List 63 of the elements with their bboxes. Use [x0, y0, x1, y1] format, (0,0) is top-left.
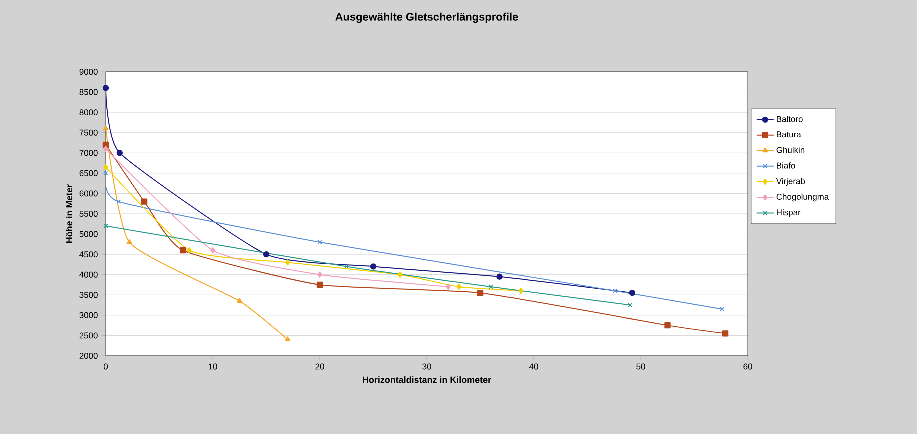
chart-title: Ausgewählte Gletscherlängsprofile — [336, 12, 518, 24]
legend-label: Baltoro — [777, 116, 803, 122]
y-tick-label: 6000 — [80, 190, 98, 197]
point — [370, 264, 377, 270]
point — [210, 247, 216, 254]
x-tick-label: 30 — [422, 364, 432, 370]
point — [141, 198, 148, 205]
point — [237, 298, 243, 304]
y-tick-label: 8000 — [80, 110, 98, 116]
point — [477, 290, 484, 296]
point — [722, 330, 729, 337]
legend-label: Virjerab — [776, 178, 806, 186]
point — [446, 284, 451, 290]
point — [612, 288, 618, 294]
y-tick-label: 7000 — [80, 150, 98, 156]
point — [104, 164, 108, 170]
y-tick-label: 7500 — [80, 130, 98, 136]
point — [263, 251, 270, 258]
point — [398, 272, 403, 278]
point — [518, 288, 524, 294]
point — [456, 284, 462, 290]
point — [496, 274, 503, 280]
x-tick-label: 20 — [316, 364, 324, 370]
y-tick-label: 3500 — [80, 292, 98, 298]
legend-label: Batura — [777, 132, 802, 138]
y-tick-label: 4000 — [80, 272, 98, 278]
y-tick-label: 6500 — [80, 170, 98, 176]
y-tick-label: 5000 — [80, 231, 98, 238]
point — [116, 150, 124, 156]
point — [104, 146, 108, 152]
legend-label: Hispar — [777, 209, 801, 218]
legend-label: Ghulkin — [776, 146, 805, 154]
y-tick-label: 4500 — [80, 252, 98, 258]
y-axis-title: Höhe in Meter — [66, 184, 73, 244]
x-tick-label: 0 — [104, 364, 108, 370]
point — [285, 336, 291, 342]
point — [316, 282, 324, 288]
x-tick-label: 50 — [636, 364, 646, 370]
y-tick-label: 5500 — [80, 210, 98, 217]
point — [102, 85, 110, 92]
point — [126, 239, 132, 244]
point — [180, 247, 186, 254]
x-axis-title: Horizontaldistanz in Kilometer — [363, 376, 492, 384]
point — [629, 290, 636, 296]
y-tick-label: 9000 — [80, 69, 98, 75]
y-tick-label: 3000 — [80, 312, 98, 318]
point — [488, 284, 494, 290]
point — [116, 199, 122, 204]
legend-label: Chogolungma — [776, 194, 830, 202]
y-tick-label: 8500 — [80, 89, 98, 96]
point — [318, 272, 322, 278]
point — [344, 264, 350, 270]
x-tick-label: 60 — [744, 364, 752, 370]
point — [285, 260, 290, 266]
point — [318, 240, 322, 245]
legend-label: Biafo — [777, 162, 796, 169]
y-tick-label: 2500 — [80, 332, 98, 339]
x-tick-label: 10 — [208, 364, 218, 370]
point — [187, 247, 192, 254]
x-tick-label: 40 — [529, 364, 538, 370]
y-tick-label: 2000 — [80, 352, 98, 359]
point — [664, 322, 671, 329]
point — [103, 126, 109, 131]
